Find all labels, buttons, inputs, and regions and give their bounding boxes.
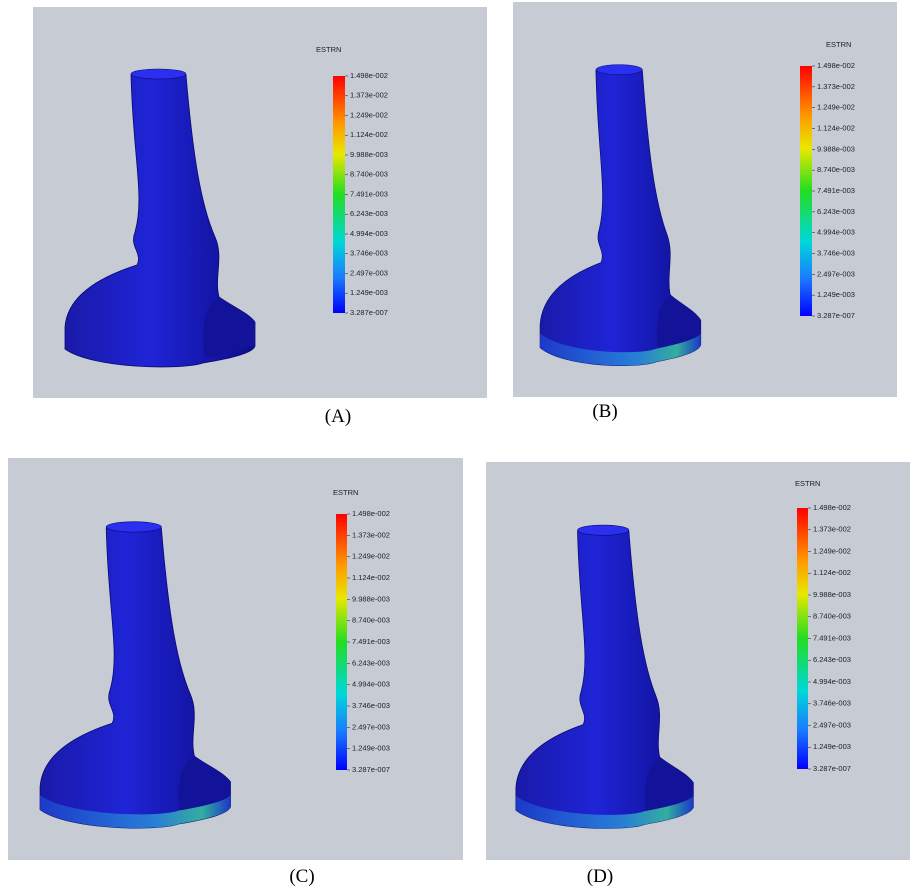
legend-label: 1.373e-002 bbox=[813, 525, 851, 534]
caption: (B) bbox=[592, 401, 617, 422]
strain-band bbox=[515, 795, 694, 829]
legend-label: 1.249e-003 bbox=[817, 290, 855, 299]
shaft-top bbox=[577, 524, 630, 536]
legend-label: 6.243e-003 bbox=[817, 207, 855, 216]
legend-label: 1.124e-002 bbox=[352, 573, 390, 582]
legend-label: 1.249e-003 bbox=[350, 288, 388, 297]
legend-label: 1.373e-002 bbox=[350, 91, 388, 100]
legend-title: ESTRN bbox=[795, 479, 820, 488]
colorbar bbox=[333, 76, 345, 313]
legend-label: 1.124e-002 bbox=[817, 123, 855, 132]
legend-label: 2.497e-003 bbox=[352, 722, 390, 731]
colorbar bbox=[800, 66, 812, 316]
legend-label: 9.988e-003 bbox=[817, 144, 855, 153]
legend-label: 1.498e-002 bbox=[813, 503, 851, 512]
legend-label: 4.994e-003 bbox=[352, 680, 390, 689]
legend-label: 7.491e-003 bbox=[350, 189, 388, 198]
colorbar bbox=[336, 514, 347, 770]
strain-band bbox=[40, 795, 231, 829]
legend-label: 9.988e-003 bbox=[350, 150, 388, 159]
legend-label: 4.994e-003 bbox=[817, 228, 855, 237]
legend-label: 1.498e-002 bbox=[350, 71, 388, 80]
legend-label: 6.243e-003 bbox=[813, 655, 851, 664]
legend-label: 1.249e-002 bbox=[817, 103, 855, 112]
legend-label: 3.746e-003 bbox=[813, 699, 851, 708]
legend-label: 3.287e-007 bbox=[350, 308, 388, 317]
caption: (C) bbox=[289, 866, 314, 887]
legend-label: 2.497e-003 bbox=[813, 720, 851, 729]
legend-label: 1.249e-003 bbox=[352, 744, 390, 753]
legend-label: 3.287e-007 bbox=[817, 311, 855, 320]
legend-label: 8.740e-003 bbox=[352, 616, 390, 625]
colorbar bbox=[797, 508, 808, 769]
panel: ESTRN 1.498e-002 1.373e-002 1.249e-002 1.124… bbox=[513, 2, 897, 422]
model bbox=[64, 68, 256, 368]
legend-label: 1.124e-002 bbox=[350, 130, 388, 139]
legend-label: 1.373e-002 bbox=[352, 530, 390, 539]
model bbox=[39, 521, 231, 829]
shaft-top bbox=[595, 64, 643, 76]
boot bbox=[64, 74, 256, 368]
legend-label: 3.287e-007 bbox=[813, 764, 851, 773]
caption: (A) bbox=[325, 406, 351, 427]
shaft-top bbox=[105, 521, 162, 533]
legend-title: ESTRN bbox=[826, 40, 851, 49]
legend-label: 2.497e-003 bbox=[817, 269, 855, 278]
legend-label: 1.124e-002 bbox=[813, 568, 851, 577]
legend-label: 6.243e-003 bbox=[352, 658, 390, 667]
legend-label: 3.746e-003 bbox=[352, 701, 390, 710]
panel: ESTRN 1.498e-002 1.373e-002 1.249e-002 1.124… bbox=[8, 458, 463, 887]
legend-label: 1.498e-002 bbox=[352, 509, 390, 518]
legend-title: ESTRN bbox=[333, 488, 358, 497]
legend-label: 4.994e-003 bbox=[350, 229, 388, 238]
strain-band bbox=[540, 333, 701, 366]
model bbox=[539, 64, 702, 367]
legend-label: 1.249e-002 bbox=[352, 552, 390, 561]
legend-label: 1.498e-002 bbox=[817, 61, 855, 70]
caption: (D) bbox=[587, 866, 613, 887]
legend-label: 4.994e-003 bbox=[813, 677, 851, 686]
legend-label: 7.491e-003 bbox=[813, 633, 851, 642]
legend-label: 1.249e-002 bbox=[350, 110, 388, 119]
legend-label: 9.988e-003 bbox=[813, 590, 851, 599]
panel: ESTRN 1.498e-002 1.373e-002 1.249e-002 1.124… bbox=[33, 7, 487, 427]
legend-label: 6.243e-003 bbox=[350, 209, 388, 218]
legend-label: 7.491e-003 bbox=[817, 186, 855, 195]
legend-label: 3.746e-003 bbox=[350, 249, 388, 258]
legend-label: 1.249e-002 bbox=[813, 546, 851, 555]
model bbox=[515, 524, 694, 829]
legend-label: 7.491e-003 bbox=[352, 637, 390, 646]
legend-label: 1.373e-002 bbox=[817, 82, 855, 91]
legend-label: 8.740e-003 bbox=[813, 612, 851, 621]
legend-label: 9.988e-003 bbox=[352, 594, 390, 603]
legend-label: 8.740e-003 bbox=[350, 170, 388, 179]
legend-label: 3.746e-003 bbox=[817, 248, 855, 257]
panel: ESTRN 1.498e-002 1.373e-002 1.249e-002 1.124… bbox=[486, 462, 910, 887]
heel-cut bbox=[203, 297, 255, 359]
shaft-top bbox=[130, 68, 187, 80]
boot bbox=[39, 527, 231, 829]
legend-label: 2.497e-003 bbox=[350, 268, 388, 277]
legend-label: 8.740e-003 bbox=[817, 165, 855, 174]
legend-title: ESTRN bbox=[316, 45, 341, 54]
legend-label: 1.249e-003 bbox=[813, 742, 851, 751]
legend-label: 3.287e-007 bbox=[352, 765, 390, 774]
